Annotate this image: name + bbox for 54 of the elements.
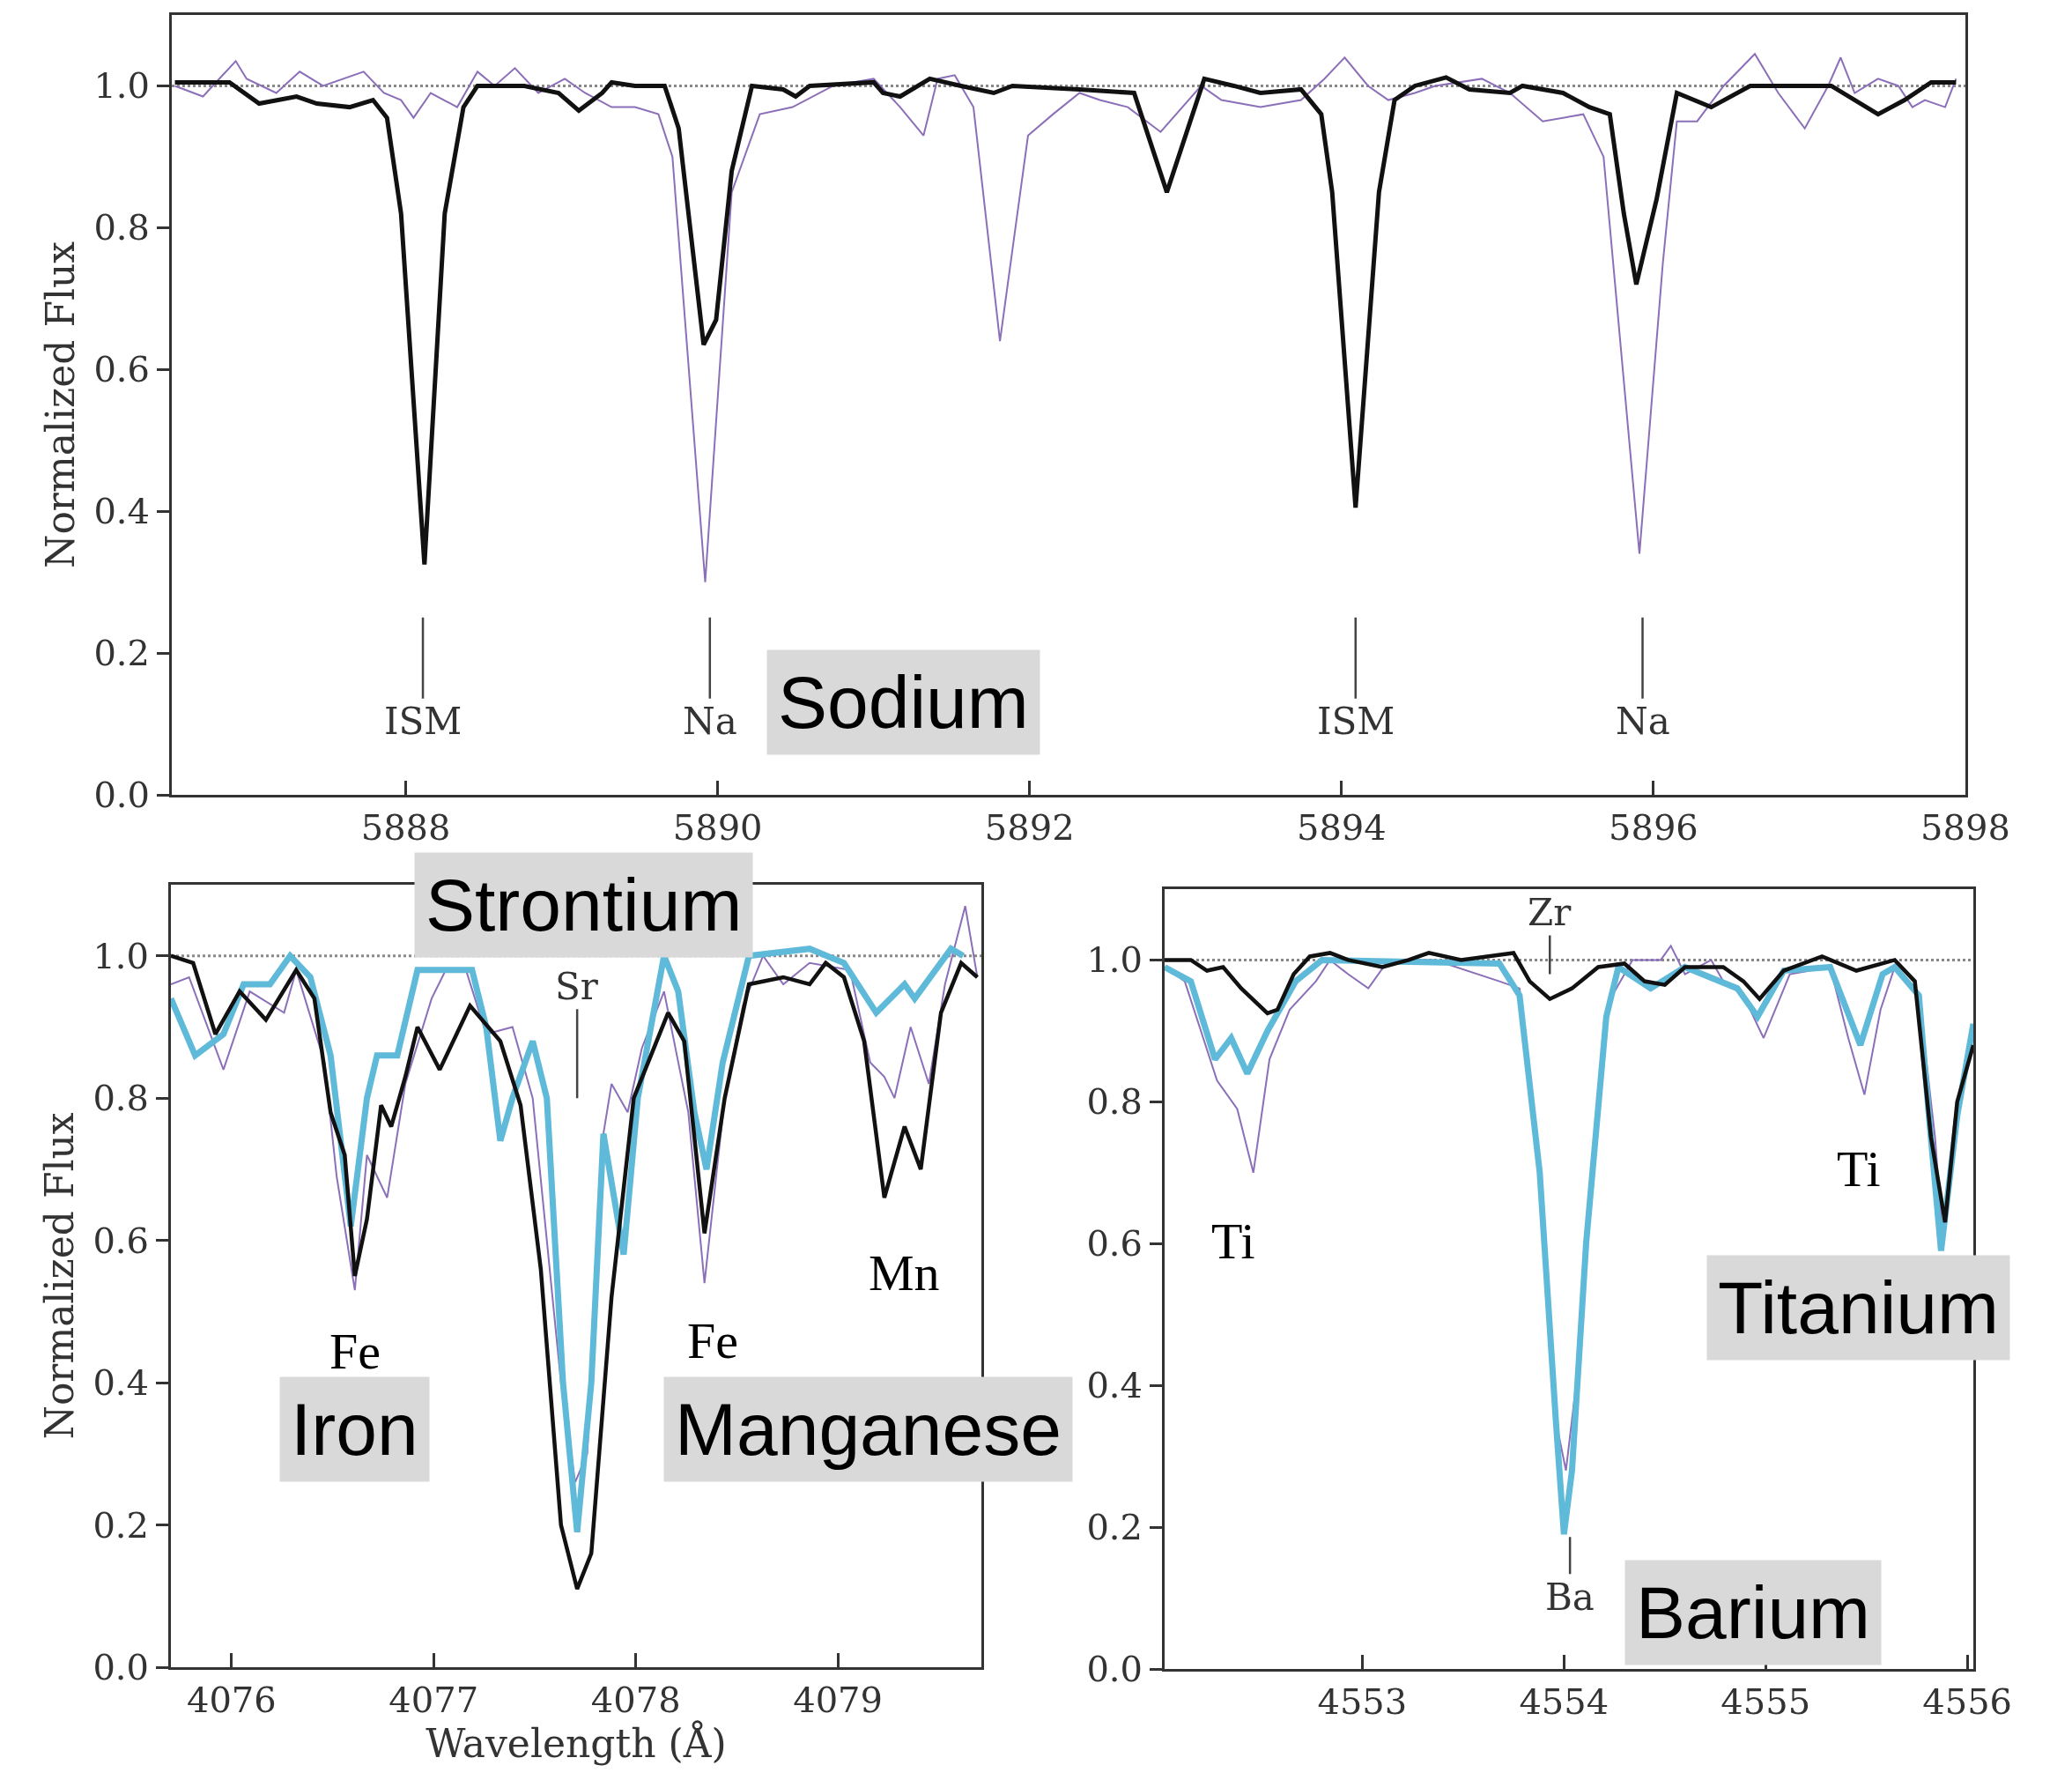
annotation: Barium [1636,1571,1871,1654]
annotation: Manganese [675,1388,1062,1471]
x-tick-label: 4078 [590,1680,681,1720]
x-tick-label: 4077 [388,1680,479,1720]
y-tick-label: 0.4 [93,491,150,532]
y-tick-label: 0.4 [92,1362,149,1404]
line-series [1165,951,1973,1225]
annotation: Sodium [778,661,1029,744]
annotation: Ti [1837,1140,1881,1198]
x-tick-label: 5892 [984,807,1075,848]
x-tick-label: 4079 [793,1680,884,1720]
y-tick-label: 0.6 [93,349,150,390]
y-tick-label: 0.8 [93,207,150,248]
y-tick-label: 0.0 [93,775,150,815]
y-tick-label: 0.8 [1086,1081,1143,1123]
annotation: Iron [291,1388,418,1471]
x-tick-label: 5898 [1920,807,2010,848]
x-tick-label: 5888 [360,807,451,848]
x-tick-label: 4556 [1922,1681,2013,1722]
y-tick-label: 0.8 [92,1078,149,1119]
y-tick-label: 0.4 [1086,1365,1143,1406]
y-tick-label: 0.2 [93,633,150,674]
annotation: Fe [329,1323,381,1380]
annotation: Ti [1211,1213,1255,1270]
x-axis-title: Wavelength (Å) [426,1720,727,1766]
annotation: Na [1616,700,1670,743]
x-tick-label: 5894 [1296,807,1387,848]
y-tick-label: 0.2 [92,1504,149,1546]
x-tick-label: 4555 [1720,1681,1811,1722]
y-axis-title: Normalized Flux [37,1112,83,1440]
x-tick-label: 5890 [672,807,763,848]
annotation: ISM [1317,700,1395,743]
y-tick-label: 0.0 [1086,1649,1143,1689]
annotation: Zr [1528,891,1572,934]
y-tick-label: 0.2 [1086,1507,1143,1548]
x-tick-label: 4076 [186,1680,277,1720]
annotation: Fe [687,1312,738,1369]
annotation: Na [683,700,737,743]
y-tick-label: 1.0 [93,65,150,107]
annotation: Sr [555,965,599,1008]
x-tick-label: 4553 [1317,1681,1408,1722]
annotation: Strontium [426,864,743,946]
y-tick-label: 0.6 [1086,1223,1143,1265]
y-tick-label: 1.0 [1086,939,1143,981]
x-tick-label: 5896 [1609,807,1698,848]
annotation: Mn [869,1244,940,1302]
x-tick-label: 4554 [1519,1681,1610,1722]
y-axis-title: Normalized Flux [38,241,84,569]
annotation: Titanium [1718,1266,1999,1349]
y-tick-label: 1.0 [92,935,149,976]
annotation: ISM [384,700,462,743]
y-tick-label: 0.6 [92,1220,149,1261]
y-tick-label: 0.0 [92,1647,149,1687]
annotation: Ba [1545,1576,1595,1619]
